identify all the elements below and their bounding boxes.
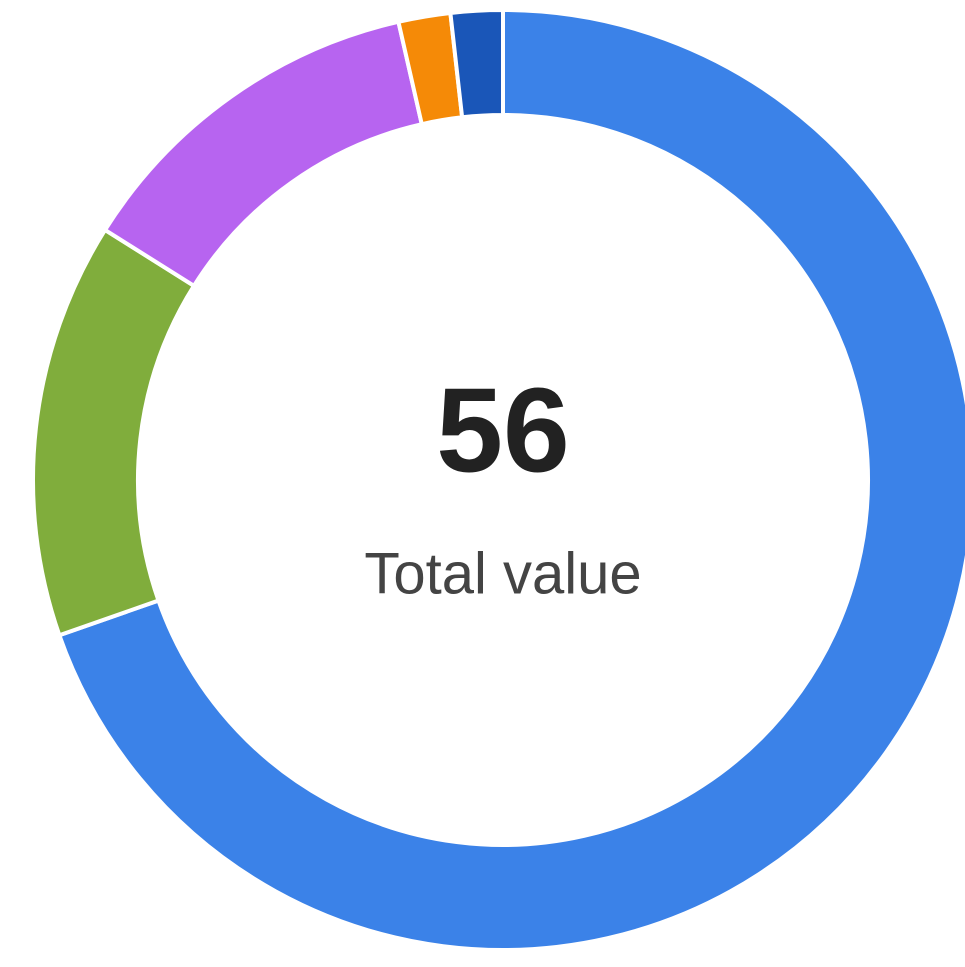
donut (31, 7, 965, 952)
total-value: 56 (436, 364, 569, 498)
donut-segment (102, 19, 425, 289)
total-label: Total value (364, 541, 641, 606)
donut-segment (56, 7, 965, 952)
donut-segment (448, 7, 505, 120)
donut-segment (31, 227, 197, 638)
